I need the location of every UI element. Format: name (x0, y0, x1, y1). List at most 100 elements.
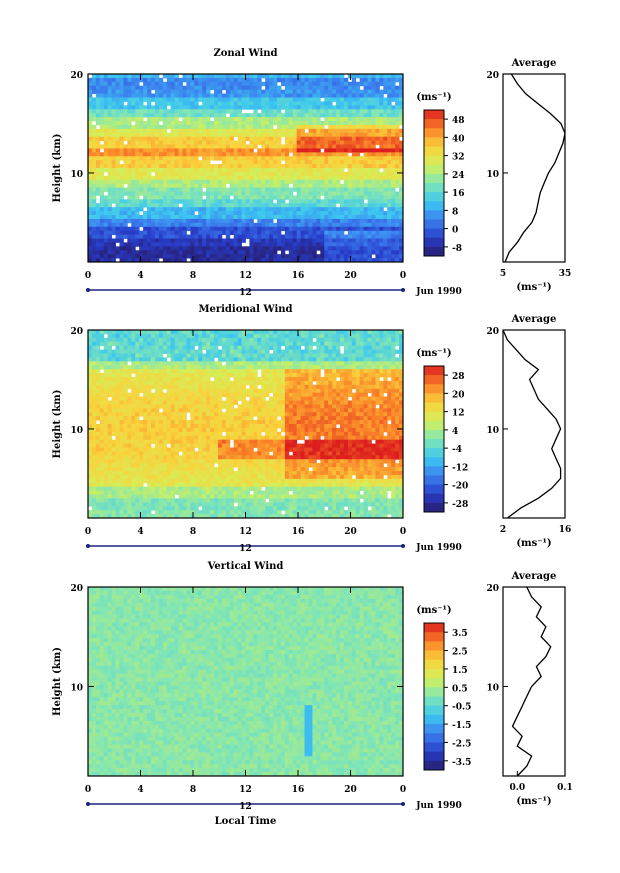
panel2-heatmap-cell (123, 478, 128, 484)
panel1-heatmap-cell (395, 222, 400, 228)
panel1-ylabel: Height (km) (52, 134, 63, 203)
panel1-heatmap-cell (241, 74, 246, 79)
panel1-heatmap-cell (214, 128, 219, 134)
panel1-heatmap-cell (198, 148, 203, 153)
panel1-heatmap-cell (91, 117, 97, 122)
panel1-heatmap-cell (123, 191, 128, 196)
panel1-heatmap-cell (347, 164, 353, 169)
panel2-heatmap-cell (107, 416, 113, 421)
panel1-heatmap-cell (194, 195, 199, 200)
panel1-heatmap-cell (351, 81, 357, 87)
panel1-heatmap-cell (336, 152, 341, 157)
panel2-heatmap-cell (115, 455, 120, 460)
panel1-heatmap-cell (340, 203, 345, 208)
panel1-heatmap-cell (206, 148, 211, 153)
panel1-heatmap-cell (233, 128, 239, 134)
panel1-heatmap-cell (202, 183, 207, 188)
panel2-heatmap-cell (154, 447, 160, 452)
panel2-heatmap-cell (178, 420, 183, 425)
panel2-heatmap-cell (178, 486, 183, 491)
panel1-heatmap-cell (139, 93, 144, 98)
panel1-heatmap-cell (166, 101, 172, 106)
panel1-heatmap-cell (190, 246, 195, 251)
panel1-heatmap-cell (151, 164, 156, 169)
panel1-heatmap-cell (387, 218, 392, 224)
panel1-heatmap-cell (123, 85, 128, 91)
panel2-heatmap-cell (115, 502, 120, 507)
panel1-heatmap-cell (371, 77, 376, 83)
panel1-heatmap-cell (288, 211, 294, 216)
panel2-heatmap-cell (99, 400, 105, 405)
panel1-heatmap-cell (194, 246, 199, 251)
panel1-heatmap-cell (154, 234, 160, 239)
panel1-heatmap-cell (154, 222, 160, 228)
panel1-heatmap-cell (351, 250, 357, 255)
panel1-heatmap-cell (143, 97, 148, 102)
panel1-heatmap-cell (261, 156, 266, 161)
panel1-heatmap-cell (387, 148, 392, 153)
panel1-heatmap-cell (347, 183, 353, 188)
panel1-heatmap-cell (131, 179, 136, 185)
panel2-heatmap-cell (147, 349, 152, 354)
panel1-heatmap-cell (269, 203, 274, 208)
panel2-heatmap-cell (182, 412, 187, 417)
panel1-heatmap-cell (221, 164, 227, 169)
panel2-heatmap-cell (162, 459, 168, 464)
panel1-heatmap-cell (119, 234, 124, 239)
panel1-heatmap-cell (103, 238, 109, 243)
panel1-heatmap-cell (375, 242, 380, 247)
panel1-heatmap-cell (261, 144, 266, 149)
panel1-heatmap-cell (131, 218, 136, 224)
panel1-heatmap-cell (379, 132, 384, 138)
panel1-heatmap-cell (182, 113, 187, 118)
panel1-heatmap-cell (371, 109, 376, 114)
panel1-heatmap-cell (91, 246, 97, 251)
panel2-heatmap-cell (88, 400, 93, 405)
panel1-heatmap-cell (182, 124, 187, 130)
panel1-heatmap-cell (206, 215, 211, 220)
panel1-heatmap-cell (347, 89, 353, 94)
panel1-heatmap-cell (221, 258, 227, 263)
panel1-heatmap-cell (131, 77, 136, 83)
panel1-heatmap-cell (375, 97, 380, 102)
panel1-heatmap-cell (186, 246, 191, 251)
panel1-heatmap-cell (99, 226, 105, 232)
panel1-heatmap-cell (103, 230, 109, 235)
panel1-heatmap-cell (265, 234, 270, 239)
panel1-heatmap-cell (261, 160, 266, 165)
panel1-heatmap-cell (154, 238, 160, 243)
panel1-heatmap-cell (182, 215, 187, 220)
panel1-heatmap-cell (182, 175, 187, 181)
panel1-heatmap-cell (95, 179, 101, 185)
panel1-heatmap-cell (178, 77, 183, 83)
panel1-heatmap-cell (249, 191, 254, 196)
panel1-heatmap-cell (383, 132, 388, 138)
panel1-heatmap-cell (269, 179, 274, 185)
panel1-heatmap-cell (111, 168, 116, 173)
panel2-heatmap-cell (131, 478, 136, 484)
panel2-heatmap-cell (178, 455, 183, 460)
panel2-heatmap-cell (174, 412, 179, 417)
panel2-heatmap-cell (107, 337, 113, 343)
panel1-heatmap-cell (88, 226, 93, 232)
panel1-heatmap-cell (111, 132, 116, 138)
panel1-heatmap-cell (206, 242, 211, 247)
panel1-heatmap-cell (355, 175, 361, 181)
panel1-heatmap-cell (123, 171, 128, 177)
panel1-heatmap-cell (292, 97, 298, 102)
panel1-heatmap-cell (347, 128, 353, 134)
panel1-heatmap-cell (249, 124, 254, 130)
panel2-heatmap-cell (174, 459, 179, 464)
panel1-heatmap-cell (324, 183, 329, 188)
panel1-heatmap-cell (300, 128, 305, 134)
panel1-heatmap-cell (328, 258, 333, 263)
panel1-heatmap-cell (154, 117, 160, 122)
panel1-heatmap-cell (395, 144, 400, 149)
panel1-heatmap-cell (194, 238, 199, 243)
panel1-date-label: 12 (239, 288, 252, 298)
panel2-heatmap-cell (151, 412, 156, 417)
panel1-heatmap-cell (170, 199, 176, 204)
panel1-heatmap-cell (174, 175, 179, 181)
panel1-heatmap-cell (103, 136, 109, 141)
panel1-heatmap-cell (351, 238, 357, 243)
